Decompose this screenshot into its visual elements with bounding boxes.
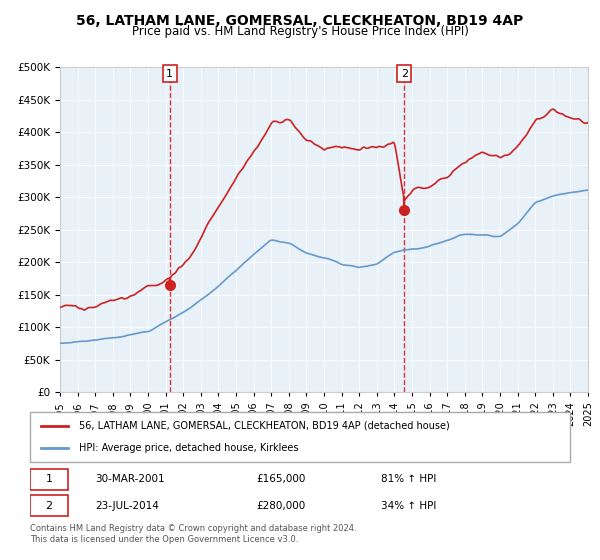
Text: 34% ↑ HPI: 34% ↑ HPI [381, 501, 436, 511]
Text: 1: 1 [166, 69, 173, 79]
Text: £165,000: £165,000 [257, 474, 306, 484]
Text: 2: 2 [401, 69, 408, 79]
Text: 1: 1 [46, 474, 52, 484]
FancyBboxPatch shape [30, 495, 68, 516]
Text: Contains HM Land Registry data © Crown copyright and database right 2024.: Contains HM Land Registry data © Crown c… [30, 524, 356, 533]
Text: Price paid vs. HM Land Registry's House Price Index (HPI): Price paid vs. HM Land Registry's House … [131, 25, 469, 38]
Text: 56, LATHAM LANE, GOMERSAL, CLECKHEATON, BD19 4AP (detached house): 56, LATHAM LANE, GOMERSAL, CLECKHEATON, … [79, 421, 449, 431]
Text: 30-MAR-2001: 30-MAR-2001 [95, 474, 164, 484]
Text: £280,000: £280,000 [257, 501, 306, 511]
Text: 23-JUL-2014: 23-JUL-2014 [95, 501, 158, 511]
Text: 2: 2 [46, 501, 52, 511]
Text: 81% ↑ HPI: 81% ↑ HPI [381, 474, 436, 484]
Text: 56, LATHAM LANE, GOMERSAL, CLECKHEATON, BD19 4AP: 56, LATHAM LANE, GOMERSAL, CLECKHEATON, … [76, 14, 524, 28]
Text: HPI: Average price, detached house, Kirklees: HPI: Average price, detached house, Kirk… [79, 443, 298, 453]
FancyBboxPatch shape [30, 469, 68, 490]
Text: This data is licensed under the Open Government Licence v3.0.: This data is licensed under the Open Gov… [30, 535, 298, 544]
FancyBboxPatch shape [30, 412, 570, 462]
